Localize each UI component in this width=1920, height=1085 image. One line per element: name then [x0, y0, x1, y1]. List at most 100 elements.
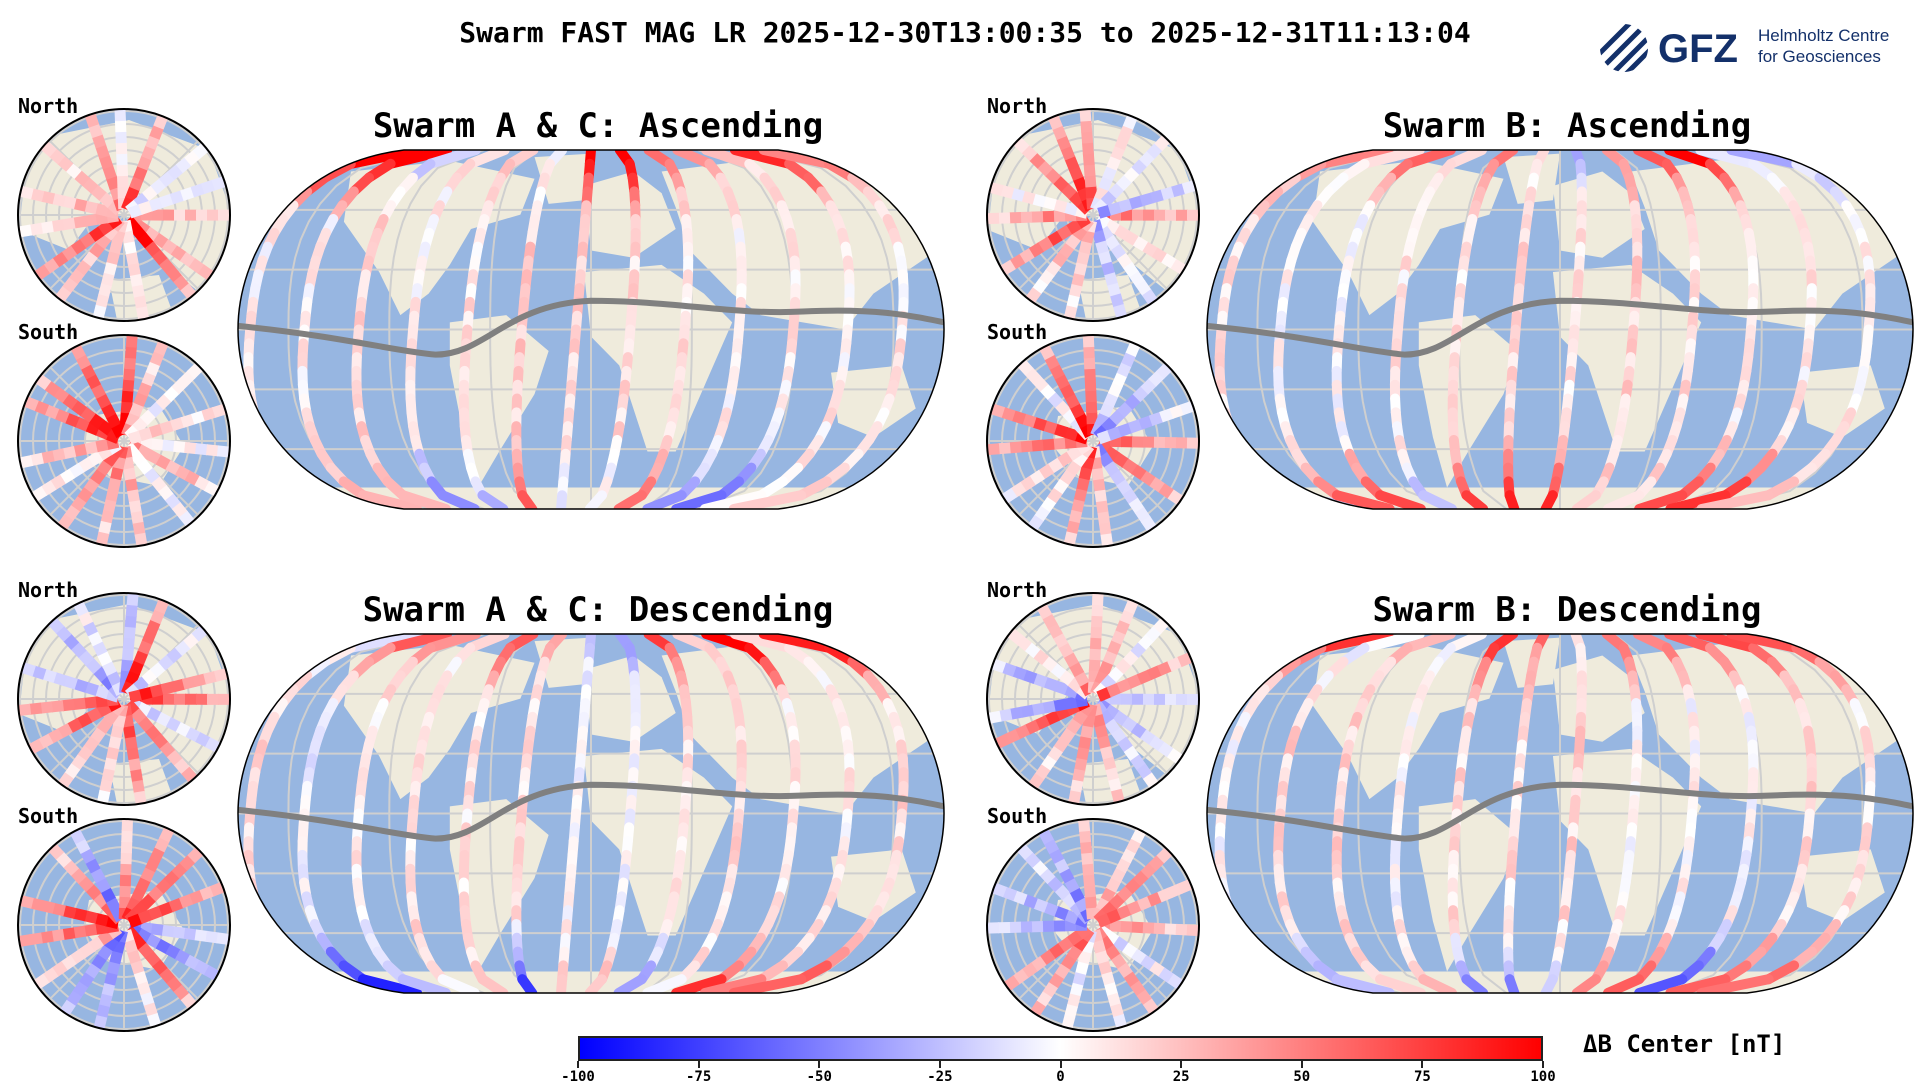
track-segment: [107, 769, 109, 781]
track-segment: [1143, 475, 1153, 482]
track-segment: [1159, 893, 1170, 898]
track-segment: [1050, 235, 1060, 241]
track-segment: [107, 663, 112, 674]
track-segment: [1151, 417, 1162, 421]
track-segment: [1084, 737, 1086, 749]
track-segment: [1049, 357, 1055, 368]
track-segment: [992, 409, 1003, 413]
track-segment: [1160, 367, 1169, 375]
track-segment: [65, 681, 76, 685]
track-segment: [103, 285, 106, 297]
track-segment: [1152, 859, 1161, 867]
track-segment: [1066, 147, 1071, 158]
track-segment: [1121, 621, 1126, 632]
track-segment: [1002, 412, 1013, 416]
track-segment: [1051, 395, 1059, 404]
track-segment: [153, 666, 162, 674]
track-segment: [1094, 670, 1095, 682]
track-segment: [136, 962, 140, 973]
track-segment: [71, 467, 81, 473]
track-segment: [1068, 224, 1078, 230]
track-segment: [1056, 179, 1065, 187]
track-segment: [1071, 948, 1078, 958]
track-segment: [127, 716, 129, 728]
track-segment: [56, 391, 66, 398]
track-segment: [54, 677, 65, 681]
track-segment: [1079, 264, 1082, 276]
track-segment: [1058, 888, 1066, 897]
track-segment: [149, 938, 160, 944]
colorbar-tick: [1542, 1061, 1544, 1068]
track-segment: [1045, 682, 1056, 686]
track-segment: [102, 948, 109, 958]
track-segment: [131, 604, 132, 616]
colorbar-tick-label: -100: [548, 1069, 608, 1085]
track-segment: [1064, 473, 1071, 483]
track-segment: [1034, 422, 1045, 426]
track-segment: [159, 343, 163, 354]
track-segment: [134, 759, 136, 771]
track-segment: [1084, 468, 1087, 480]
track-segment: [140, 915, 151, 919]
track-segment: [1061, 137, 1066, 148]
track-segment: [74, 913, 86, 916]
track-segment: [41, 226, 53, 228]
track-segment: [69, 723, 80, 729]
track-segment: [1036, 379, 1044, 388]
track-segment: [130, 357, 131, 369]
track-segment: [1082, 748, 1084, 760]
track-segment: [74, 871, 82, 880]
track-segment: [73, 953, 83, 960]
track-segment: [132, 593, 133, 605]
track-segment: [1064, 442, 1076, 443]
track-segment: [1143, 734, 1153, 741]
track-segment: [192, 263, 202, 270]
track-segment: [93, 246, 100, 256]
track-segment: [1136, 831, 1141, 842]
track-segment: [149, 245, 157, 254]
track-segment: [1045, 907, 1056, 911]
track-segment: [1134, 469, 1144, 476]
track-segment: [191, 895, 202, 899]
track-segment: [254, 412, 258, 426]
track-segment: [1152, 966, 1162, 973]
track-segment: [95, 870, 101, 881]
track-segment: [1035, 903, 1046, 907]
track-segment: [1051, 880, 1059, 889]
track-segment: [1017, 729, 1028, 734]
track-segment: [1091, 186, 1092, 198]
track-segment: [1128, 749, 1135, 759]
track-segment: [52, 621, 60, 630]
track-segment: [1059, 860, 1065, 871]
track-segment: [89, 712, 100, 718]
track-segment: [1033, 199, 1045, 202]
track-segment: [127, 390, 128, 402]
track-segment: [94, 189, 103, 197]
track-segment: [1104, 253, 1107, 265]
track-segment: [1043, 706, 1055, 708]
track-segment: [1109, 207, 1121, 210]
track-segment: [1095, 648, 1096, 660]
track-segment: [41, 936, 53, 938]
track-segment: [1141, 198, 1153, 201]
track-segment: [1097, 469, 1099, 481]
track-segment: [1028, 855, 1036, 864]
track-segment: [91, 231, 101, 238]
track-segment: [1088, 335, 1089, 347]
track-segment: [1025, 899, 1036, 903]
track-segment: [1159, 666, 1170, 671]
track-segment: [101, 295, 104, 307]
track-segment: [130, 672, 135, 683]
track-segment: [273, 454, 284, 468]
track-segment: [156, 237, 166, 244]
track-segment: [1045, 758, 1052, 768]
track-segment: [26, 401, 37, 405]
track-segment: [98, 707, 109, 713]
track-segment: [989, 716, 1001, 718]
track-segment: [1053, 667, 1062, 675]
track-segment: [1128, 117, 1132, 128]
track-segment: [106, 405, 111, 416]
track-segment: [101, 146, 105, 157]
